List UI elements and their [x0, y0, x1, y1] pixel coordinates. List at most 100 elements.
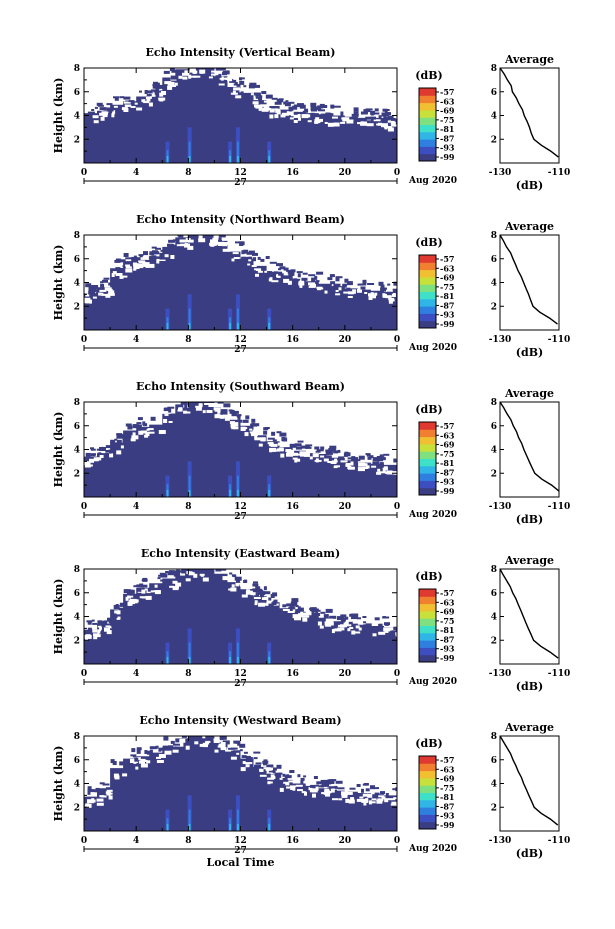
speckle-cell	[340, 111, 344, 116]
speckle-cell	[187, 245, 194, 250]
speckle-cell	[395, 787, 397, 792]
speckle-cell	[389, 627, 396, 631]
speckle-cell	[293, 114, 301, 118]
speckle-cell	[187, 395, 192, 397]
speckle-cell	[204, 403, 211, 405]
speckle-cell	[180, 402, 188, 405]
speckle-cell	[99, 625, 102, 630]
y-tick-label: 2	[74, 469, 80, 479]
speckle-cell	[170, 75, 177, 80]
speckle-cell	[178, 75, 183, 79]
speckle-cell	[255, 586, 261, 590]
speckle-cell	[229, 409, 235, 414]
speckle-cell	[93, 633, 99, 637]
speckle-cell	[87, 621, 92, 625]
speckle-cell	[319, 454, 327, 456]
speckle-cell	[332, 116, 338, 119]
speckle-cell	[132, 755, 136, 758]
speckle-cell	[227, 578, 232, 581]
speckle-cell	[263, 767, 271, 770]
speckle-cell	[163, 419, 168, 423]
speckle-cell	[317, 785, 323, 788]
speckle-cell	[383, 116, 391, 121]
speckle-cell	[280, 273, 284, 278]
speckle-cell	[145, 595, 152, 600]
speckle-cell	[377, 798, 384, 802]
speckle-cell	[255, 104, 263, 109]
colorbar-tick-label: -93	[440, 477, 455, 487]
speckle-cell	[382, 293, 386, 298]
colorbar-unit: (dB)	[415, 737, 442, 750]
speckle-cell	[331, 629, 335, 634]
speckle-cell	[260, 104, 268, 107]
avg-y-tick-label: 2	[491, 135, 497, 145]
speckle-cell	[265, 256, 270, 259]
speckle-cell	[182, 731, 186, 733]
avg-y-tick-label: 4	[491, 446, 497, 456]
enhanced-echo-core	[188, 475, 191, 497]
speckle-cell	[133, 268, 137, 271]
speckle-cell	[176, 65, 183, 68]
speckle-cell	[330, 788, 335, 793]
colorbar-tick-label: -57	[440, 588, 454, 598]
speckle-cell	[163, 70, 170, 74]
speckle-cell	[213, 235, 219, 240]
y-tick-label: 4	[74, 112, 80, 122]
speckle-cell	[101, 293, 108, 296]
speckle-cell	[193, 70, 197, 74]
speckle-cell	[310, 112, 315, 117]
enhanced-echo-peak	[268, 322, 271, 330]
speckle-cell	[183, 729, 190, 731]
speckle-cell	[312, 793, 316, 798]
speckle-cell	[253, 92, 261, 96]
speckle-cell	[267, 437, 275, 440]
speckle-cell	[127, 601, 132, 606]
speckle-cell	[382, 616, 386, 618]
colorbar-swatch	[419, 625, 436, 634]
speckle-cell	[371, 295, 376, 299]
speckle-cell	[91, 453, 96, 456]
speckle-cell	[375, 787, 379, 790]
enhanced-echo-peak	[188, 656, 191, 664]
speckle-cell	[357, 617, 361, 620]
x-tick-label: 8	[185, 335, 191, 345]
speckle-cell	[223, 232, 229, 235]
speckle-cell	[330, 461, 337, 464]
speckle-cell	[272, 601, 277, 605]
y-tick-label: 8	[74, 398, 80, 408]
speckle-cell	[113, 105, 118, 108]
speckle-cell	[286, 786, 291, 789]
speckle-cell	[213, 730, 217, 733]
speckle-cell	[261, 597, 267, 600]
speckle-cell	[336, 616, 344, 621]
x-tick-label: 0	[394, 168, 400, 178]
speckle-cell	[107, 292, 115, 296]
speckle-cell	[269, 271, 273, 274]
speckle-cell	[363, 621, 367, 624]
speckle-cell	[311, 611, 315, 616]
speckle-cell	[173, 743, 180, 746]
average-profile-line	[499, 67, 559, 158]
speckle-cell	[315, 613, 321, 616]
speckle-cell	[344, 278, 349, 283]
speckle-cell	[222, 576, 228, 581]
speckle-cell	[132, 263, 139, 266]
speckle-cell	[179, 734, 182, 736]
speckle-cell	[286, 452, 293, 457]
speckle-cell	[392, 788, 397, 791]
speckle-cell	[212, 561, 219, 563]
speckle-cell	[365, 465, 370, 469]
speckle-cell	[115, 273, 123, 276]
speckle-cell	[338, 624, 344, 627]
speckle-cell	[105, 791, 111, 795]
speckle-cell	[298, 117, 301, 121]
speckle-cell	[273, 767, 277, 771]
speckle-cell	[172, 746, 180, 749]
speckle-cell	[277, 442, 285, 446]
enhanced-echo-peak	[188, 489, 191, 497]
colorbar-swatch	[419, 306, 436, 314]
speckle-cell	[231, 422, 239, 427]
x-tick-label: 16	[286, 502, 299, 512]
speckle-cell	[105, 294, 111, 298]
avg-x-tick-label: -130	[489, 335, 512, 345]
